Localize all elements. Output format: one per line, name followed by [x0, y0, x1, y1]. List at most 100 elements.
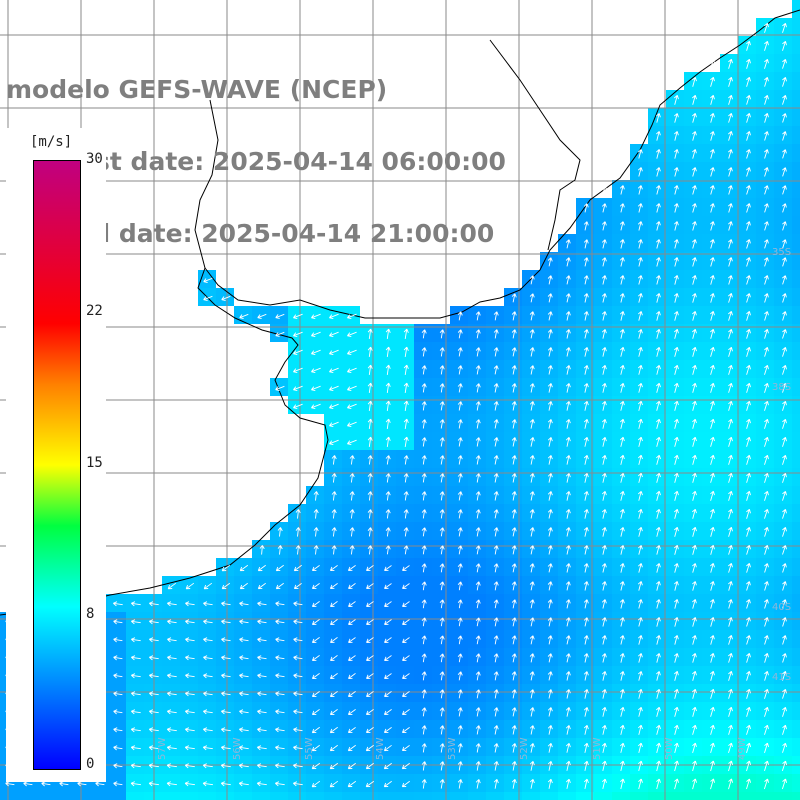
wind-arrow	[656, 760, 661, 772]
wind-cell	[234, 720, 252, 738]
wind-arrow	[421, 617, 427, 627]
wind-arrow	[457, 383, 463, 393]
wind-arrow	[457, 365, 463, 375]
wind-arrow	[421, 455, 427, 465]
wind-arrow	[475, 707, 481, 717]
wind-arrow	[565, 653, 571, 663]
wind-cell	[558, 360, 576, 378]
wind-arrow	[782, 563, 787, 573]
wind-cell	[540, 792, 558, 800]
wind-cell	[468, 414, 486, 432]
wind-cell	[486, 792, 504, 800]
wind-cell	[306, 612, 324, 630]
wind-cell	[234, 684, 252, 702]
lon-label: 56W	[232, 737, 243, 760]
wind-arrow	[674, 778, 680, 790]
wind-cell	[306, 684, 324, 702]
wind-arrow	[203, 619, 213, 625]
wind-cell	[216, 738, 234, 756]
wind-cell	[414, 342, 432, 360]
wind-cell	[288, 738, 306, 756]
wind-arrow	[167, 673, 177, 679]
wind-cell	[504, 540, 522, 558]
wind-cell	[738, 432, 756, 450]
wind-cell	[378, 414, 396, 432]
wind-arrow	[329, 565, 338, 572]
wind-arrow	[547, 347, 553, 357]
wind-arrow	[710, 418, 715, 429]
wind-arrow	[511, 599, 517, 609]
lon-label: 54W	[375, 737, 386, 760]
wind-cell	[738, 54, 756, 72]
wind-cell	[360, 792, 378, 800]
wind-arrow	[764, 509, 769, 519]
wind-arrow	[257, 564, 266, 572]
wind-arrow	[583, 635, 589, 645]
wind-cell	[648, 594, 666, 612]
wind-cell	[450, 522, 468, 540]
wind-cell	[414, 486, 432, 504]
wind-arrow	[185, 582, 195, 590]
wind-cell	[432, 486, 450, 504]
wind-arrow	[401, 762, 410, 770]
wind-arrow	[347, 385, 357, 392]
wind-cell	[684, 414, 702, 432]
wind-cell	[522, 684, 540, 702]
wind-arrow	[583, 545, 589, 555]
wind-arrow	[710, 778, 716, 790]
wind-cell	[450, 612, 468, 630]
wind-arrow	[709, 581, 715, 591]
wind-cell	[252, 594, 270, 612]
wind-cell	[198, 738, 216, 756]
wind-arrow	[529, 293, 535, 303]
wind-arrow	[493, 725, 499, 735]
wind-cell	[576, 306, 594, 324]
wind-arrow	[421, 347, 427, 357]
wind-arrow	[421, 635, 427, 645]
wind-cell	[576, 630, 594, 648]
wind-cell	[684, 774, 702, 792]
wind-arrow	[601, 527, 607, 537]
grid-labels: 58W57W56W55W54W53W52W51W50W49W35S38S40S4…	[87, 247, 791, 760]
wind-cell	[540, 540, 558, 558]
wind-cell	[468, 468, 486, 486]
wind-cell	[306, 738, 324, 756]
wind-cell	[630, 720, 648, 738]
wind-arrow	[421, 545, 427, 555]
wind-arrow	[529, 760, 535, 771]
wind-arrow	[655, 472, 661, 483]
wind-arrow	[402, 601, 410, 607]
wind-cell	[684, 684, 702, 702]
wind-arrow	[547, 689, 553, 699]
wind-arrow	[385, 527, 391, 537]
wind-arrow	[674, 454, 679, 465]
wind-arrow	[619, 275, 625, 285]
wind-arrow	[728, 545, 733, 555]
wind-arrow	[401, 745, 410, 752]
wind-cell	[342, 522, 360, 540]
wind-cell	[720, 594, 738, 612]
wind-cell	[540, 306, 558, 324]
wind-cell	[162, 612, 180, 630]
model-title: modelo GEFS-WAVE (NCEP)	[6, 75, 388, 104]
wind-arrow	[293, 403, 303, 410]
wind-cell	[738, 90, 756, 108]
wind-arrow	[673, 688, 679, 699]
wind-arrow	[782, 275, 787, 285]
wind-arrow	[403, 509, 409, 519]
wind-arrow	[277, 545, 283, 555]
wind-cell	[648, 288, 666, 306]
wind-cell	[288, 612, 306, 630]
wind-cell	[396, 396, 414, 414]
wind-cell	[360, 432, 378, 450]
wind-arrow	[655, 563, 661, 573]
wind-cell	[666, 522, 684, 540]
wind-arrow	[439, 581, 445, 591]
wind-arrow	[547, 707, 553, 717]
wind-arrow	[782, 347, 787, 357]
wind-cell	[432, 414, 450, 432]
wind-arrow	[257, 691, 267, 697]
wind-cell	[702, 576, 720, 594]
wind-arrow	[475, 725, 481, 735]
wind-cell	[378, 450, 396, 468]
